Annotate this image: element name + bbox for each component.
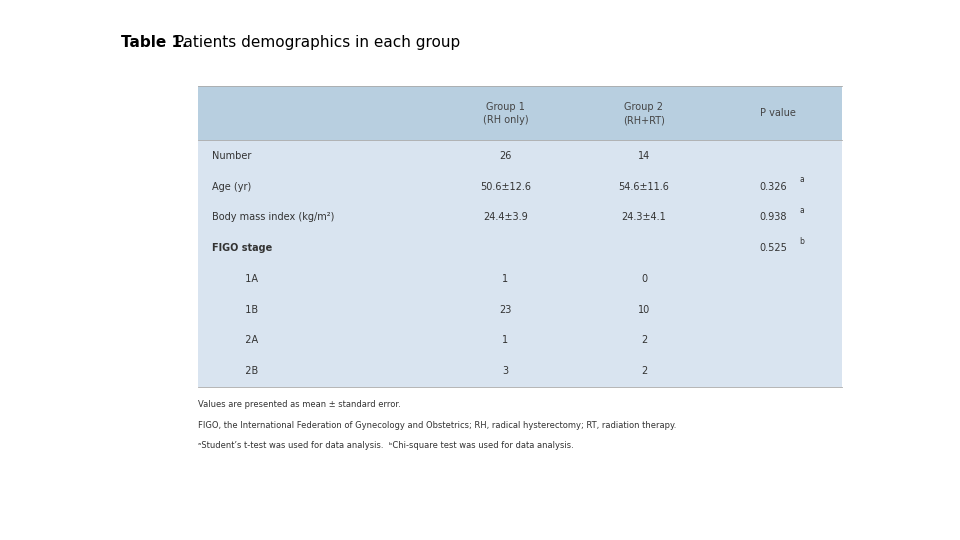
Text: 10: 10 [637, 305, 650, 315]
Text: Values are presented as mean ± standard error.: Values are presented as mean ± standard … [198, 400, 400, 409]
Text: Number: Number [211, 151, 251, 161]
Text: 2B: 2B [239, 366, 258, 376]
Text: FIGO, the International Federation of Gynecology and Obstetrics; RH, radical hys: FIGO, the International Federation of Gy… [198, 421, 677, 430]
FancyBboxPatch shape [198, 325, 842, 356]
FancyBboxPatch shape [198, 86, 842, 140]
FancyBboxPatch shape [198, 233, 842, 264]
Text: Group 2
(RH+RT): Group 2 (RH+RT) [623, 102, 665, 125]
Text: 2A: 2A [239, 335, 258, 346]
Text: Patients demographics in each group: Patients demographics in each group [170, 35, 461, 50]
FancyBboxPatch shape [198, 202, 842, 233]
Text: 1A: 1A [239, 274, 258, 284]
Text: 26: 26 [499, 151, 512, 161]
FancyBboxPatch shape [198, 294, 842, 325]
FancyBboxPatch shape [198, 264, 842, 294]
Text: 2: 2 [641, 335, 647, 346]
FancyBboxPatch shape [198, 356, 842, 387]
Text: Body mass index (kg/m²): Body mass index (kg/m²) [211, 212, 334, 222]
Text: 0.326: 0.326 [759, 181, 787, 192]
Text: 54.6±11.6: 54.6±11.6 [618, 181, 669, 192]
Text: Table 1.: Table 1. [121, 35, 187, 50]
Text: Age (yr): Age (yr) [211, 181, 251, 192]
Text: 2: 2 [641, 366, 647, 376]
Text: FIGO stage: FIGO stage [211, 243, 272, 253]
Text: 14: 14 [637, 151, 650, 161]
Text: 1: 1 [502, 274, 509, 284]
Text: b: b [800, 237, 804, 246]
FancyBboxPatch shape [198, 171, 842, 202]
Text: 0: 0 [641, 274, 647, 284]
Text: a: a [800, 206, 804, 215]
Text: ᵃStudent’s t-test was used for data analysis.  ᵇChi-square test was used for dat: ᵃStudent’s t-test was used for data anal… [198, 441, 574, 450]
Text: 50.6±12.6: 50.6±12.6 [480, 181, 531, 192]
Text: a: a [800, 175, 804, 184]
Text: 0.938: 0.938 [759, 212, 787, 222]
Text: 24.4±3.9: 24.4±3.9 [483, 212, 528, 222]
Text: 3: 3 [502, 366, 509, 376]
Text: 0.525: 0.525 [759, 243, 787, 253]
Text: 23: 23 [499, 305, 512, 315]
Text: 1: 1 [502, 335, 509, 346]
Text: International Neurourology Journal 2012;16:91–95: International Neurourology Journal 2012;… [21, 145, 32, 395]
Text: Group 1
(RH only): Group 1 (RH only) [483, 102, 528, 125]
FancyBboxPatch shape [198, 140, 842, 171]
Text: P value: P value [759, 109, 796, 118]
Text: 1B: 1B [239, 305, 258, 315]
Text: 24.3±4.1: 24.3±4.1 [622, 212, 666, 222]
